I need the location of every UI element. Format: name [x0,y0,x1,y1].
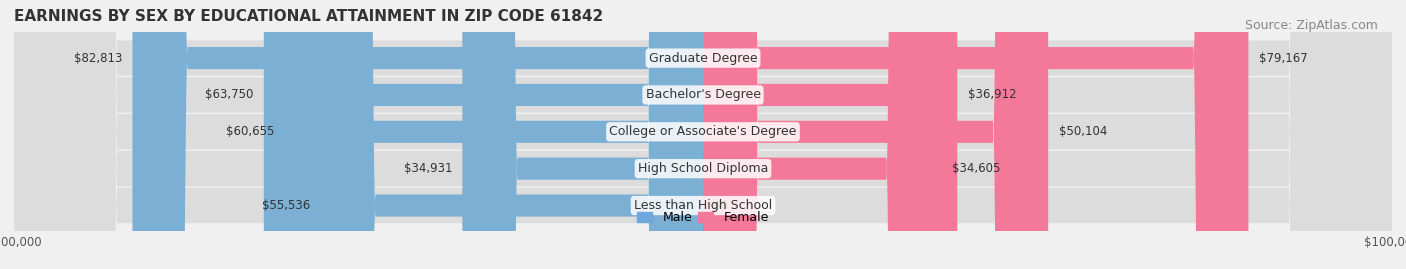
Text: $79,167: $79,167 [1258,52,1308,65]
Text: $55,536: $55,536 [262,199,311,212]
FancyBboxPatch shape [132,0,703,269]
FancyBboxPatch shape [463,0,703,269]
Text: $50,104: $50,104 [1059,125,1107,138]
FancyBboxPatch shape [703,0,1249,269]
Text: Bachelor's Degree: Bachelor's Degree [645,89,761,101]
FancyBboxPatch shape [703,0,957,269]
FancyBboxPatch shape [264,0,703,269]
FancyBboxPatch shape [321,0,703,269]
Text: $0: $0 [713,199,728,212]
Text: Graduate Degree: Graduate Degree [648,52,758,65]
Text: $82,813: $82,813 [73,52,122,65]
FancyBboxPatch shape [14,0,1392,269]
FancyBboxPatch shape [14,0,1392,269]
Text: $34,605: $34,605 [952,162,1000,175]
Text: Source: ZipAtlas.com: Source: ZipAtlas.com [1244,19,1378,32]
FancyBboxPatch shape [14,0,1392,269]
Legend: Male, Female: Male, Female [633,206,773,229]
Text: $60,655: $60,655 [226,125,274,138]
FancyBboxPatch shape [14,0,1392,269]
FancyBboxPatch shape [14,0,1392,269]
FancyBboxPatch shape [285,0,703,269]
Text: EARNINGS BY SEX BY EDUCATIONAL ATTAINMENT IN ZIP CODE 61842: EARNINGS BY SEX BY EDUCATIONAL ATTAINMEN… [14,9,603,24]
Text: $63,750: $63,750 [205,89,253,101]
Text: Less than High School: Less than High School [634,199,772,212]
Text: $34,931: $34,931 [404,162,451,175]
FancyBboxPatch shape [703,0,942,269]
Text: High School Diploma: High School Diploma [638,162,768,175]
FancyBboxPatch shape [703,0,1049,269]
Text: $36,912: $36,912 [967,89,1017,101]
Text: College or Associate's Degree: College or Associate's Degree [609,125,797,138]
